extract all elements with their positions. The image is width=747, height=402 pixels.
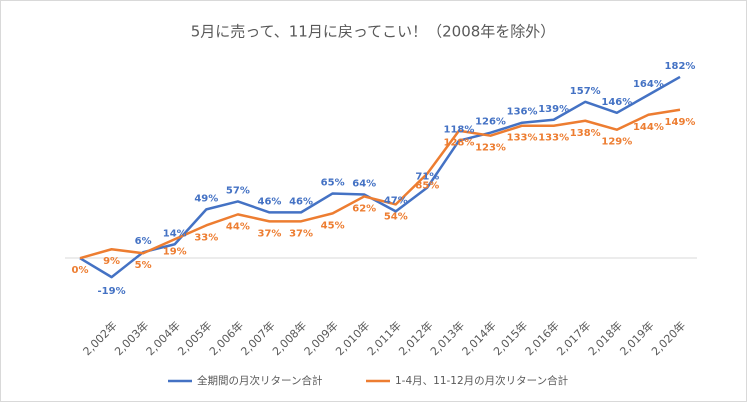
data-label: 128% bbox=[443, 138, 474, 149]
data-label: 49% bbox=[194, 193, 218, 204]
data-label: 47% bbox=[384, 195, 408, 206]
data-label: 138% bbox=[570, 128, 601, 139]
legend-label: 1-4月、11-12月の月次リターン合計 bbox=[395, 374, 569, 387]
data-label: 46% bbox=[289, 196, 313, 207]
data-label: 133% bbox=[507, 133, 538, 144]
data-label: 136% bbox=[507, 107, 538, 118]
data-label: 126% bbox=[475, 117, 506, 128]
data-label: 164% bbox=[633, 79, 664, 90]
chart-title: 5月に売って、11月に戻ってこい！（2008年を除外） bbox=[191, 23, 556, 41]
data-label: 37% bbox=[289, 228, 313, 239]
data-label: 123% bbox=[475, 143, 506, 154]
data-label: -19% bbox=[98, 286, 126, 297]
data-label: 46% bbox=[258, 196, 282, 207]
data-label: 129% bbox=[601, 137, 632, 148]
data-label: 45% bbox=[321, 220, 345, 231]
data-label: 62% bbox=[352, 203, 376, 214]
series-line bbox=[79, 75, 681, 279]
data-label: 9% bbox=[103, 256, 120, 267]
data-label: 33% bbox=[194, 232, 218, 243]
data-label: 182% bbox=[665, 61, 696, 72]
data-label: 6% bbox=[135, 236, 152, 247]
data-label: 157% bbox=[570, 86, 601, 97]
data-label: 5% bbox=[135, 260, 152, 271]
data-label: 14% bbox=[163, 228, 187, 239]
data-label: 149% bbox=[665, 117, 696, 128]
data-label: 37% bbox=[258, 228, 282, 239]
data-label: 146% bbox=[601, 97, 632, 108]
data-label: 54% bbox=[384, 211, 408, 222]
data-label: 65% bbox=[321, 177, 345, 188]
data-label: 57% bbox=[226, 185, 250, 196]
data-label: 64% bbox=[352, 178, 376, 189]
data-label: 71% bbox=[415, 171, 439, 182]
legend-label: 全期間の月次リターン合計 bbox=[197, 374, 323, 387]
data-label: 139% bbox=[538, 104, 569, 115]
data-label: 19% bbox=[163, 246, 187, 257]
data-label: 133% bbox=[538, 133, 569, 144]
data-label: 0% bbox=[72, 265, 89, 276]
data-label: 85% bbox=[415, 181, 439, 192]
data-label: 144% bbox=[633, 122, 664, 133]
data-label: 44% bbox=[226, 221, 250, 232]
series-line bbox=[79, 108, 681, 260]
data-label: 118% bbox=[443, 125, 474, 136]
